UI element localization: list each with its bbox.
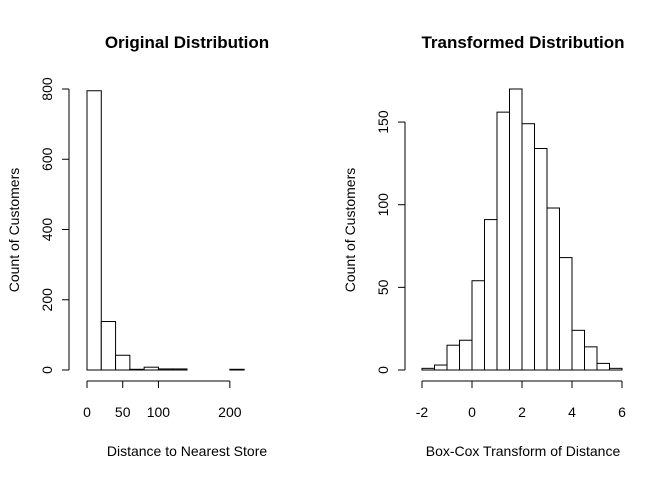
left-bars [86, 90, 245, 371]
left-y-tick-label: 400 [39, 218, 55, 242]
right-histogram-bar [484, 219, 498, 371]
right-x-tick-label: 2 [518, 404, 526, 420]
right-x-axis-label: Box-Cox Transform of Distance [426, 443, 621, 459]
right-histogram-bar [446, 344, 460, 371]
left-histogram-bar [115, 354, 131, 371]
right-histogram-bar [571, 329, 585, 371]
right-x-tick-label: 0 [468, 404, 476, 420]
left-y-tick-label: 200 [39, 288, 55, 312]
left-chart-title: Original Distribution [105, 33, 269, 52]
right-histogram-bar [534, 148, 548, 371]
right-y-tick-label: 100 [375, 193, 391, 217]
right-histogram-bar [559, 257, 573, 371]
right-histogram-bar [496, 111, 510, 371]
right-histogram-bar [421, 367, 435, 371]
right-histogram-bar [459, 339, 473, 371]
right-x-tick-label: -2 [416, 404, 429, 420]
right-histogram-bar [546, 207, 560, 371]
right-histogram-bar [471, 280, 485, 371]
right-chart-title: Transformed Distribution [421, 33, 624, 52]
right-y-tick-label: 150 [375, 110, 391, 134]
right-y-axis: 0 50 100 150 [375, 110, 406, 374]
left-x-axis: 0 50 100 200 [83, 380, 242, 420]
left-panel: Original Distribution Distance to Neares… [6, 33, 269, 459]
left-y-axis-label: Count of Customers [6, 168, 22, 293]
left-x-tick-label: 0 [83, 404, 91, 420]
left-histogram-bar [229, 368, 245, 371]
right-x-axis: -2 0 2 4 6 [416, 380, 626, 420]
left-x-tick-label: 100 [147, 404, 171, 420]
right-y-tick-label: 50 [375, 279, 391, 295]
right-y-tick-label: 0 [375, 366, 391, 374]
right-panel: Transformed Distribution Box-Cox Transfo… [342, 33, 626, 459]
left-x-tick-label: 200 [218, 404, 242, 420]
left-y-tick-label: 600 [39, 147, 55, 171]
right-histogram-bar [521, 123, 535, 371]
left-histogram-bar [100, 321, 117, 371]
right-histogram-bar [584, 346, 598, 371]
right-histogram-bar [509, 88, 523, 371]
right-x-tick-label: 4 [568, 404, 576, 420]
left-histogram-bar [172, 368, 188, 371]
left-x-axis-label: Distance to Nearest Store [107, 443, 268, 459]
right-bars [421, 88, 623, 371]
left-histogram-bar [143, 366, 159, 371]
right-histogram-bar [596, 362, 610, 371]
right-x-tick-label: 6 [618, 404, 626, 420]
left-histogram-bar [86, 90, 102, 371]
right-y-axis-label: Count of Customers [342, 168, 358, 293]
left-y-tick-label: 800 [39, 77, 55, 101]
left-y-tick-label: 0 [39, 366, 55, 374]
left-histogram-bar [129, 368, 145, 371]
left-x-tick-label: 50 [115, 404, 131, 420]
right-histogram-bar [434, 364, 448, 371]
right-histogram-bar [609, 367, 623, 371]
left-y-axis: 0 200 400 600 800 [39, 77, 70, 374]
left-histogram-bar [157, 368, 174, 371]
